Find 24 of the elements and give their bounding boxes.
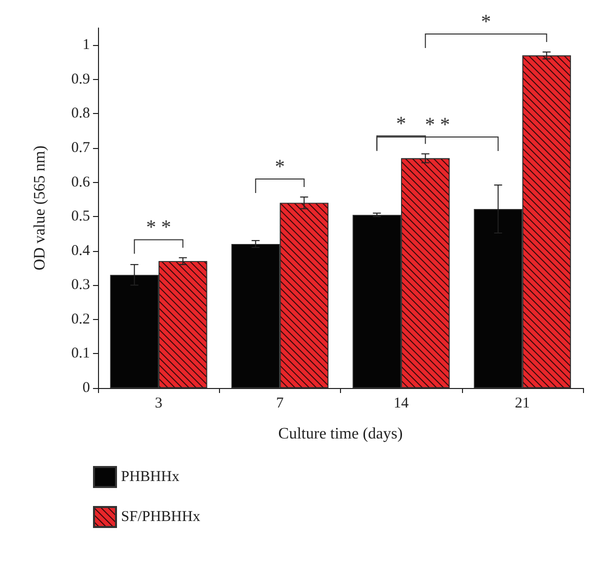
y-tick-label: 0.1 xyxy=(71,346,90,362)
x-tick-label: 7 xyxy=(276,396,284,412)
y-axis-title: OD value (565 nm) xyxy=(32,146,48,270)
x-tick-label: 21 xyxy=(514,396,530,412)
y-tick-label: 0.2 xyxy=(71,311,90,328)
x-tick-label: 3 xyxy=(154,396,162,412)
annotation: * xyxy=(481,11,491,33)
y-tick-label: 0 xyxy=(82,380,90,396)
legend-label: SF/PHBHHx xyxy=(121,509,201,525)
y-tick-label: 0.8 xyxy=(71,106,90,122)
y-tick-label: 0.7 xyxy=(71,140,90,156)
annotation: * xyxy=(396,112,406,135)
annotation: * * xyxy=(425,114,450,136)
y-tick-label: 1 xyxy=(82,37,90,54)
y-tick-label: 0.4 xyxy=(71,242,90,259)
annotation: * xyxy=(274,156,285,178)
y-tick-label: 0.6 xyxy=(71,174,90,190)
annotation: * * xyxy=(146,216,172,239)
y-tick-label: 0.9 xyxy=(71,71,90,88)
x-axis-title: Culture time (days) xyxy=(278,426,403,442)
y-tick-label: 0.3 xyxy=(71,277,90,294)
y-tick-label: 0.5 xyxy=(71,208,90,225)
legend-label: PHBHHx xyxy=(121,469,180,485)
x-tick-label: 14 xyxy=(394,396,410,412)
